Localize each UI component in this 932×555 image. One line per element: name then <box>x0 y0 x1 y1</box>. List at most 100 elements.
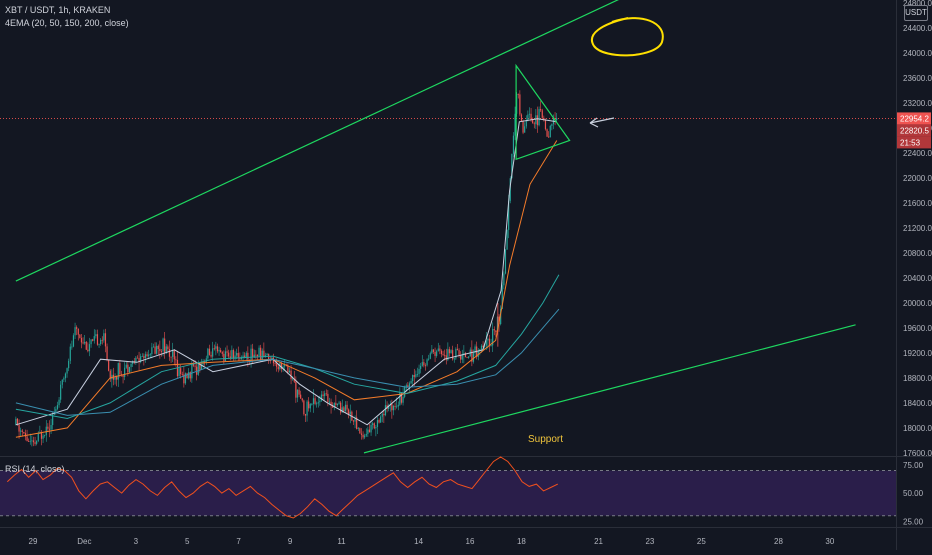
y-tick-label: 22400.0 <box>903 149 932 158</box>
candle-body <box>196 366 198 375</box>
candle-body <box>256 354 259 357</box>
candle-body <box>551 124 553 126</box>
candle-body <box>48 428 51 430</box>
candle-body <box>109 370 111 380</box>
candle-body <box>34 442 36 444</box>
y-tick-label: 22000.0 <box>903 174 932 183</box>
candle-body <box>468 356 470 358</box>
candle-body <box>263 350 265 358</box>
candle-body <box>242 355 244 358</box>
candle-body <box>18 424 20 432</box>
candle-body <box>319 400 321 403</box>
candle-body <box>488 338 491 347</box>
candle-body <box>180 368 182 375</box>
candle-body <box>268 353 270 361</box>
candle-body <box>480 345 483 350</box>
candle-body <box>55 409 57 414</box>
candle-body <box>471 349 473 362</box>
x-tick-label: 16 <box>466 537 475 546</box>
candle-body <box>261 350 263 360</box>
candle-body <box>420 365 422 369</box>
candle-body <box>328 401 331 403</box>
candle-body <box>95 334 97 337</box>
candle-body <box>548 136 550 138</box>
candle-body <box>509 178 511 201</box>
candle-body <box>325 393 327 395</box>
candle-body <box>405 385 407 387</box>
candle-body <box>165 346 167 353</box>
candle-body <box>447 349 449 360</box>
candle-body <box>487 338 489 341</box>
candle-body <box>236 352 238 356</box>
candle-body <box>303 400 305 415</box>
candle-body <box>92 339 94 341</box>
candle-body <box>394 405 396 407</box>
candle-body <box>495 330 497 333</box>
ema-line <box>15 308 560 416</box>
candle-body <box>136 357 139 359</box>
x-tick-label: 5 <box>185 537 190 546</box>
candle-body <box>56 405 59 410</box>
candle-body <box>365 433 367 436</box>
y-tick-label: 24800.0 <box>903 0 932 8</box>
candle-body <box>453 358 455 360</box>
candle-body <box>269 360 271 362</box>
trendline <box>363 324 856 454</box>
candle-body <box>543 117 545 121</box>
candle-body <box>61 379 63 385</box>
candle-body <box>50 425 52 430</box>
candle-body <box>292 378 294 380</box>
candle-body <box>183 374 185 384</box>
candle-body <box>373 423 375 429</box>
rsi-band <box>0 470 896 516</box>
candle-body <box>530 113 532 120</box>
candle-body <box>519 94 521 115</box>
candle-body <box>423 362 425 366</box>
candle-body <box>58 399 60 406</box>
candle-body <box>466 357 468 359</box>
candle-body <box>23 431 25 434</box>
candle-body <box>493 329 495 331</box>
candle-body <box>375 426 377 429</box>
candle-body <box>124 367 126 377</box>
candle-body <box>157 345 159 349</box>
candle-body <box>96 334 99 345</box>
candle-body <box>188 372 190 379</box>
candle-body <box>391 404 393 411</box>
candle-body <box>220 350 222 353</box>
candle-body <box>314 398 316 404</box>
candle-body <box>69 346 71 361</box>
candle-body <box>252 348 254 358</box>
candle-body <box>364 435 366 438</box>
candle-body <box>376 420 379 427</box>
candle-body <box>29 440 31 442</box>
currency-unit-button[interactable]: USDT <box>904 5 928 21</box>
candle-body <box>21 430 23 432</box>
candle-body <box>455 348 457 359</box>
candle-body <box>367 429 369 434</box>
candle-body <box>156 345 158 354</box>
triangle-pattern <box>515 63 571 161</box>
arrow-annotation <box>589 117 615 128</box>
candle-body <box>327 393 329 403</box>
candle-body <box>226 351 228 353</box>
candle-body <box>175 359 177 361</box>
candle-body <box>72 335 75 347</box>
candle-body <box>111 374 113 380</box>
candle-body <box>380 416 382 423</box>
candle-body <box>372 423 374 425</box>
candle-body <box>143 356 145 359</box>
y-tick-label: 21200.0 <box>903 224 932 233</box>
candle-body <box>388 405 390 409</box>
candle-body <box>421 362 423 366</box>
chart-title: XBT / USDT, 1h, KRAKEN <box>5 5 111 15</box>
candle-body <box>191 363 193 379</box>
candle-body <box>431 349 433 354</box>
candle-body <box>452 350 454 360</box>
candle-body <box>500 308 502 325</box>
candle-body <box>154 346 156 354</box>
candle-body <box>15 418 17 425</box>
